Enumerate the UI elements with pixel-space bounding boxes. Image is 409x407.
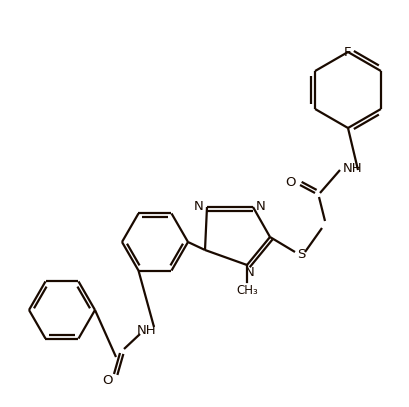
Text: S: S [296, 249, 304, 262]
Text: F: F [344, 46, 351, 59]
Text: N: N [256, 201, 265, 214]
Text: O: O [285, 177, 296, 190]
Text: N: N [245, 267, 254, 280]
Text: CH₃: CH₃ [236, 284, 257, 297]
Text: O: O [103, 374, 113, 387]
Text: N: N [193, 201, 203, 214]
Text: NH: NH [342, 162, 362, 175]
Text: NH: NH [137, 324, 156, 337]
